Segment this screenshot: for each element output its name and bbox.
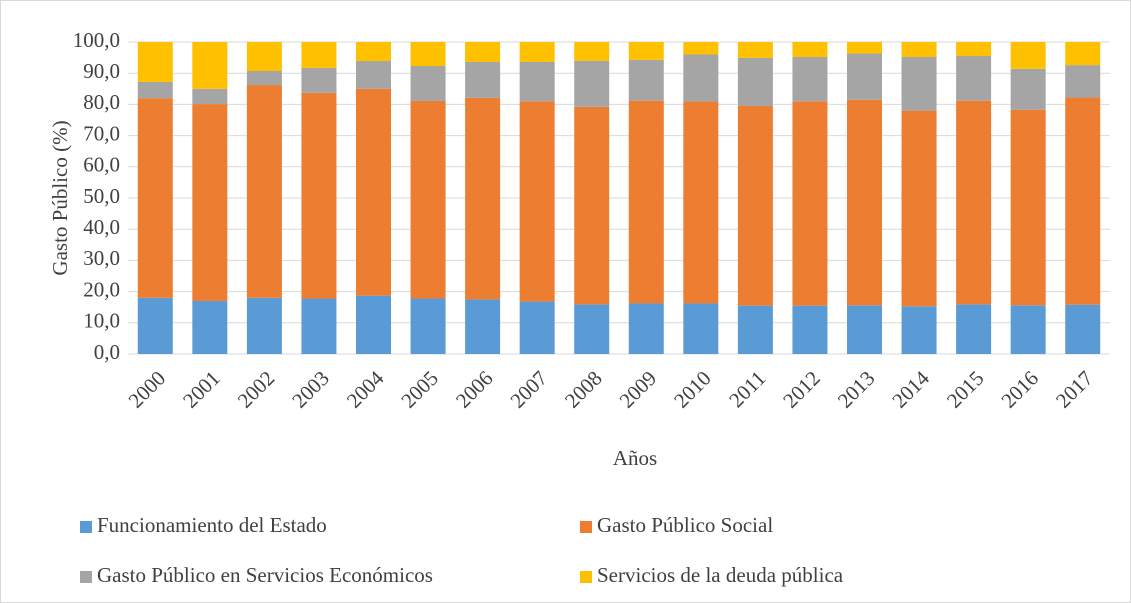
- bar-segment: [792, 56, 828, 102]
- legend-label: Servicios de la deuda pública: [597, 563, 844, 587]
- bar-segment: [301, 92, 337, 299]
- legend-swatch: [580, 571, 592, 583]
- y-tick-label: 0,0: [94, 340, 120, 364]
- bar-segment: [628, 42, 664, 60]
- bar-segment: [574, 42, 610, 61]
- legend-label: Gasto Público en Servicios Económicos: [97, 563, 433, 587]
- bar-segment: [356, 295, 391, 354]
- bar-segment: [192, 88, 228, 105]
- bar-segment: [574, 106, 610, 305]
- bar-segment: [356, 88, 391, 296]
- bar-segment: [192, 300, 228, 354]
- y-tick-label: 10,0: [83, 309, 120, 333]
- bar-segment: [683, 54, 719, 102]
- bar-segment: [956, 304, 992, 354]
- bar-segment: [792, 42, 828, 57]
- legend-swatch: [80, 571, 92, 583]
- bar-segment: [737, 57, 773, 106]
- y-tick-label: 60,0: [83, 153, 120, 177]
- bar-segment: [901, 42, 937, 57]
- bar-segment: [628, 100, 664, 304]
- y-tick-label: 70,0: [83, 121, 120, 145]
- bar-segment: [574, 60, 610, 107]
- bar-segment: [301, 298, 337, 354]
- bar-segment: [847, 305, 882, 354]
- bar-segment: [410, 298, 446, 354]
- bar-segment: [465, 42, 501, 62]
- bar-segment: [465, 97, 501, 300]
- bar-segment: [519, 101, 555, 302]
- bar-segment: [465, 299, 501, 354]
- bar-segment: [792, 305, 828, 354]
- bar-segment: [519, 301, 555, 354]
- bar-segment: [519, 42, 555, 62]
- bar-segment: [192, 104, 228, 301]
- bar-segment: [301, 67, 337, 93]
- bar-segment: [574, 304, 610, 354]
- bar-segment: [901, 56, 937, 111]
- bar-segment: [792, 101, 828, 306]
- legend-label: Gasto Público Social: [597, 513, 773, 537]
- bar-segment: [683, 303, 719, 354]
- bar-segment: [1065, 42, 1101, 66]
- bar-segment: [410, 66, 446, 101]
- bar-segment: [847, 99, 882, 306]
- bar-segment: [137, 42, 173, 82]
- bar-segment: [301, 42, 337, 68]
- y-tick-label: 50,0: [83, 184, 120, 208]
- bar-segment: [246, 85, 282, 298]
- bar-segment: [1065, 97, 1101, 305]
- bar-segment: [956, 42, 992, 57]
- y-tick-label: 30,0: [83, 246, 120, 270]
- bar-segment: [737, 305, 773, 354]
- bar-segment: [465, 61, 501, 98]
- bar-segment: [901, 110, 937, 307]
- bar-segment: [1010, 305, 1046, 354]
- bar-segment: [737, 42, 773, 58]
- bar-segment: [737, 105, 773, 306]
- bar-segment: [956, 100, 992, 305]
- bar-segment: [1010, 109, 1046, 306]
- bar-segment: [410, 42, 446, 67]
- bar-segment: [410, 100, 446, 299]
- y-tick-label: 90,0: [83, 59, 120, 83]
- bar-segment: [192, 42, 228, 89]
- bar-segment: [137, 98, 173, 298]
- legend-label: Funcionamiento del Estado: [97, 513, 327, 537]
- bar-segment: [628, 303, 664, 354]
- bar-segment: [1065, 304, 1101, 354]
- bar-segment: [1010, 42, 1046, 69]
- y-tick-label: 100,0: [73, 28, 120, 52]
- bar-segment: [356, 42, 391, 62]
- bar-segment: [1065, 65, 1101, 98]
- bar-segment: [901, 306, 937, 354]
- bar-segment: [847, 42, 882, 54]
- y-tick-label: 20,0: [83, 277, 120, 301]
- bar-segment: [356, 61, 391, 89]
- legend-swatch: [80, 521, 92, 533]
- bar-segment: [246, 297, 282, 354]
- bar-segment: [246, 42, 282, 72]
- x-axis-title: Años: [613, 446, 657, 470]
- bar-segment: [519, 61, 555, 102]
- bar-segment: [847, 53, 882, 100]
- bar-segment: [683, 42, 719, 55]
- bar-segment: [1010, 68, 1046, 110]
- bar-segment: [137, 297, 173, 354]
- bar-segment: [137, 81, 173, 99]
- bar-segment: [956, 56, 992, 101]
- y-axis-title: Gasto Público (%): [48, 120, 72, 275]
- bar-segment: [683, 101, 719, 304]
- y-tick-label: 40,0: [83, 215, 120, 239]
- bar-segment: [246, 71, 282, 86]
- y-tick-label: 80,0: [83, 90, 120, 114]
- bar-segment: [628, 59, 664, 101]
- legend-swatch: [580, 521, 592, 533]
